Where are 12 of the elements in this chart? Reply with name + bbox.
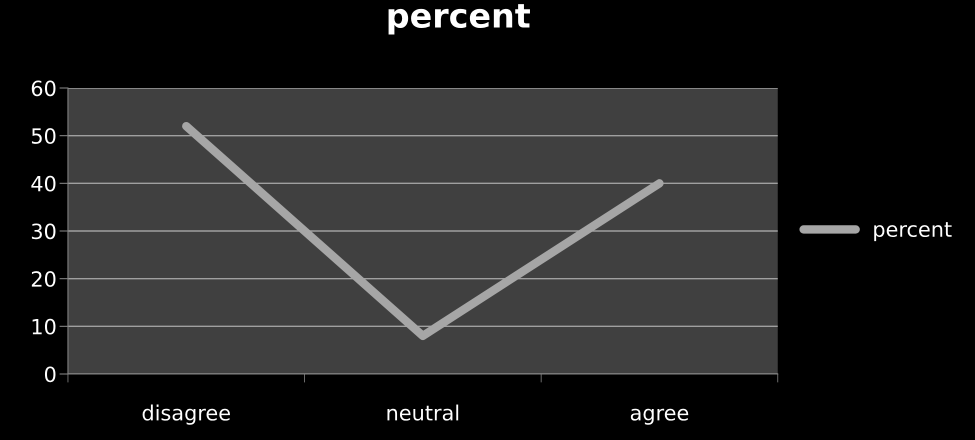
y-tick-label: 20 xyxy=(32,271,56,287)
chart-title: percent xyxy=(388,4,530,34)
x-tick-label: disagree xyxy=(142,404,230,425)
x-tick-label: neutral xyxy=(387,404,458,421)
y-tick-label: 40 xyxy=(31,176,56,192)
y-tick-label: 10 xyxy=(32,318,56,335)
y-tick-label: 50 xyxy=(32,128,56,144)
y-tick-label: 0 xyxy=(44,366,56,382)
legend-label: percent xyxy=(874,222,952,242)
y-tick-label: 60 xyxy=(32,80,56,96)
x-tick-label: agree xyxy=(630,408,688,425)
y-tick-label: 30 xyxy=(32,223,56,240)
